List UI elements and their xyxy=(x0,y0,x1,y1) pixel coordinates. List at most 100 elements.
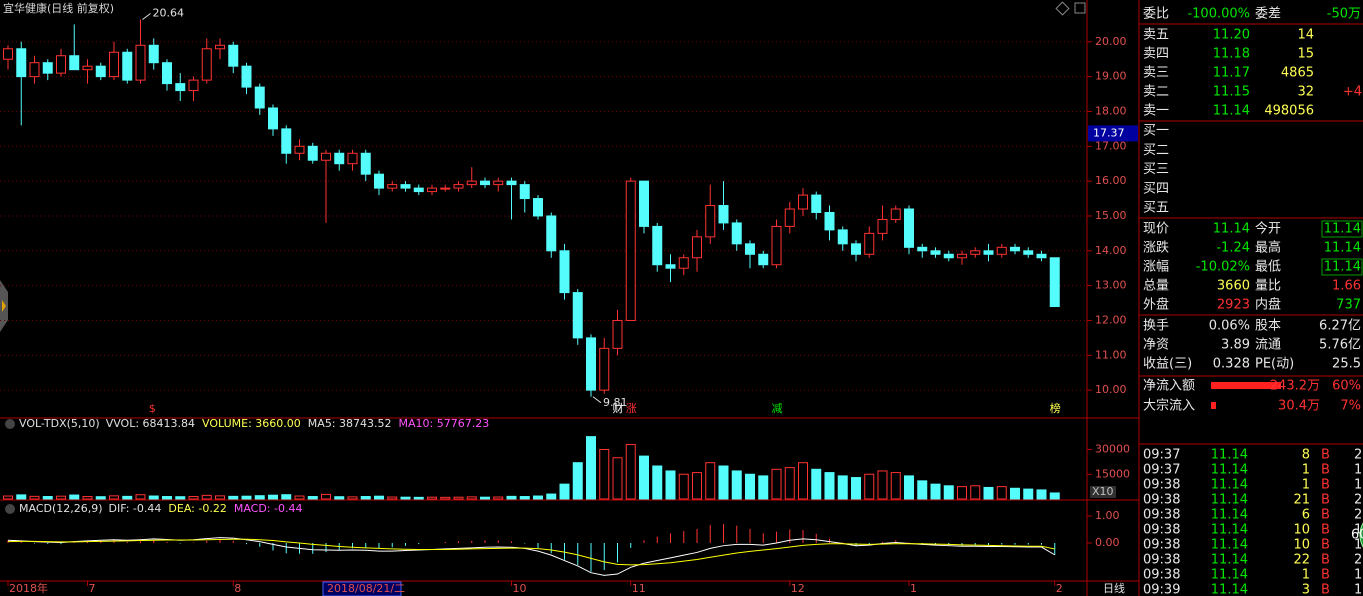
volume-bar xyxy=(1010,487,1020,500)
quote-text: 11.14 xyxy=(1324,241,1361,256)
volume-bar xyxy=(519,496,530,500)
candle-body xyxy=(82,65,93,71)
volume-bar xyxy=(877,470,888,500)
panel-stat: MACD: -0.44 xyxy=(234,502,303,515)
quote-text: 11.14 xyxy=(1211,538,1248,553)
y-tick-label: 20.00 xyxy=(1095,35,1127,48)
volume-bar xyxy=(731,470,742,500)
candle-body xyxy=(1036,253,1047,259)
quote-text: 10 xyxy=(1293,523,1310,538)
badge[interactable] xyxy=(1359,511,1363,559)
volume-bar xyxy=(930,483,941,500)
candle-body xyxy=(148,44,159,64)
volume-bar xyxy=(890,472,901,500)
y-tick-label: 17.00 xyxy=(1095,139,1127,152)
panel-toggle[interactable] xyxy=(5,504,15,514)
quote-text: -50万 xyxy=(1327,7,1361,22)
quote-text: -100.00% xyxy=(1187,7,1250,22)
candle-body xyxy=(413,187,424,193)
candle-body xyxy=(718,205,729,224)
period-label: 日线 xyxy=(1103,581,1125,595)
volume-bar xyxy=(533,495,543,500)
quote-text: B xyxy=(1321,523,1330,538)
quote-text: 32 xyxy=(1297,85,1314,100)
quote-text: 8 xyxy=(1302,448,1310,463)
volume-bar xyxy=(281,494,292,500)
volume-bar xyxy=(996,486,1007,500)
candle-body xyxy=(188,79,199,92)
candle-body xyxy=(745,243,755,255)
panel-stat: DEA: -0.22 xyxy=(168,502,226,515)
quote-text: 收益(三) xyxy=(1143,357,1192,372)
volume-bar xyxy=(135,494,146,500)
event-marker[interactable]: 涨 xyxy=(626,402,637,415)
quote-text: 2923 xyxy=(1217,298,1250,313)
quote-text: 25.5 xyxy=(1332,357,1361,372)
volume-bar xyxy=(718,465,729,500)
candle-body xyxy=(957,253,967,259)
volume-bar xyxy=(943,485,954,500)
y-tick-label: 18.00 xyxy=(1095,104,1127,117)
quote-text: 11.14 xyxy=(1211,523,1248,538)
candle-body xyxy=(16,48,27,78)
candle-body xyxy=(374,173,384,189)
flow-bar xyxy=(1211,382,1281,389)
volume-bar xyxy=(95,496,106,500)
candle-body xyxy=(387,184,398,189)
quote-text: 6 xyxy=(1302,508,1310,523)
cursor-price-box xyxy=(1088,125,1138,142)
icon-diamond[interactable] xyxy=(1055,1,1070,16)
volume-bar xyxy=(321,493,331,500)
quote-text: B xyxy=(1321,478,1330,493)
quote-text: 2 xyxy=(1354,448,1362,463)
event-marker[interactable]: 财 xyxy=(613,401,624,415)
event-marker[interactable]: 减 xyxy=(772,402,783,415)
panel-toggle[interactable] xyxy=(5,419,15,429)
candle-body xyxy=(784,208,795,227)
quote-text: 1 xyxy=(1302,478,1310,493)
candle-body xyxy=(665,264,676,269)
volume-bar xyxy=(241,495,252,500)
candle-body xyxy=(175,83,186,92)
volume-bar xyxy=(56,495,66,500)
quote-text: 09:37 xyxy=(1143,463,1180,478)
quote-text: -10.02% xyxy=(1196,260,1250,275)
volume-bar xyxy=(811,468,822,500)
y-tick-label: 12.00 xyxy=(1095,313,1127,326)
quote-text: 498056 xyxy=(1264,104,1314,119)
quote-text: 净流入额 xyxy=(1143,379,1195,394)
x-tick-label: 1 xyxy=(910,582,917,595)
volume-bar xyxy=(466,496,477,500)
candle-body xyxy=(321,152,331,161)
x-tick-label: 2 xyxy=(1056,582,1063,595)
quote-text: 3.89 xyxy=(1221,338,1250,353)
event-marker[interactable]: 榜 xyxy=(1050,401,1061,415)
volume-bar xyxy=(745,473,755,500)
volume-bar xyxy=(427,496,437,500)
candle-body xyxy=(625,180,636,321)
quote-text: 09:38 xyxy=(1143,538,1180,553)
quote-text: B xyxy=(1321,553,1330,568)
scale-label: X10 xyxy=(1092,485,1114,498)
x-tick-label: 8 xyxy=(234,582,241,595)
volume-bar xyxy=(665,470,676,500)
y-tick-label: 0.00 xyxy=(1095,536,1120,549)
volume-bar xyxy=(82,496,93,500)
quote-text: 涨幅 xyxy=(1143,260,1169,275)
volume-bar xyxy=(652,465,663,500)
quote-text: B xyxy=(1321,583,1330,596)
annotation: 9.81 xyxy=(603,396,628,409)
event-marker[interactable]: $ xyxy=(149,402,156,415)
quote-text: B xyxy=(1321,448,1330,463)
volume-bar xyxy=(983,486,994,500)
candle-body xyxy=(837,229,848,245)
annotation-arrow xyxy=(142,13,151,20)
quote-text: 11.14 xyxy=(1211,508,1248,523)
quote-text: 21 xyxy=(1293,493,1310,508)
quote-text: 涨跌 xyxy=(1143,240,1169,256)
candle-body xyxy=(904,208,914,248)
annotation-arrow xyxy=(592,396,602,404)
y-tick-label: 15.00 xyxy=(1095,209,1127,222)
icon-window[interactable] xyxy=(1074,2,1086,14)
